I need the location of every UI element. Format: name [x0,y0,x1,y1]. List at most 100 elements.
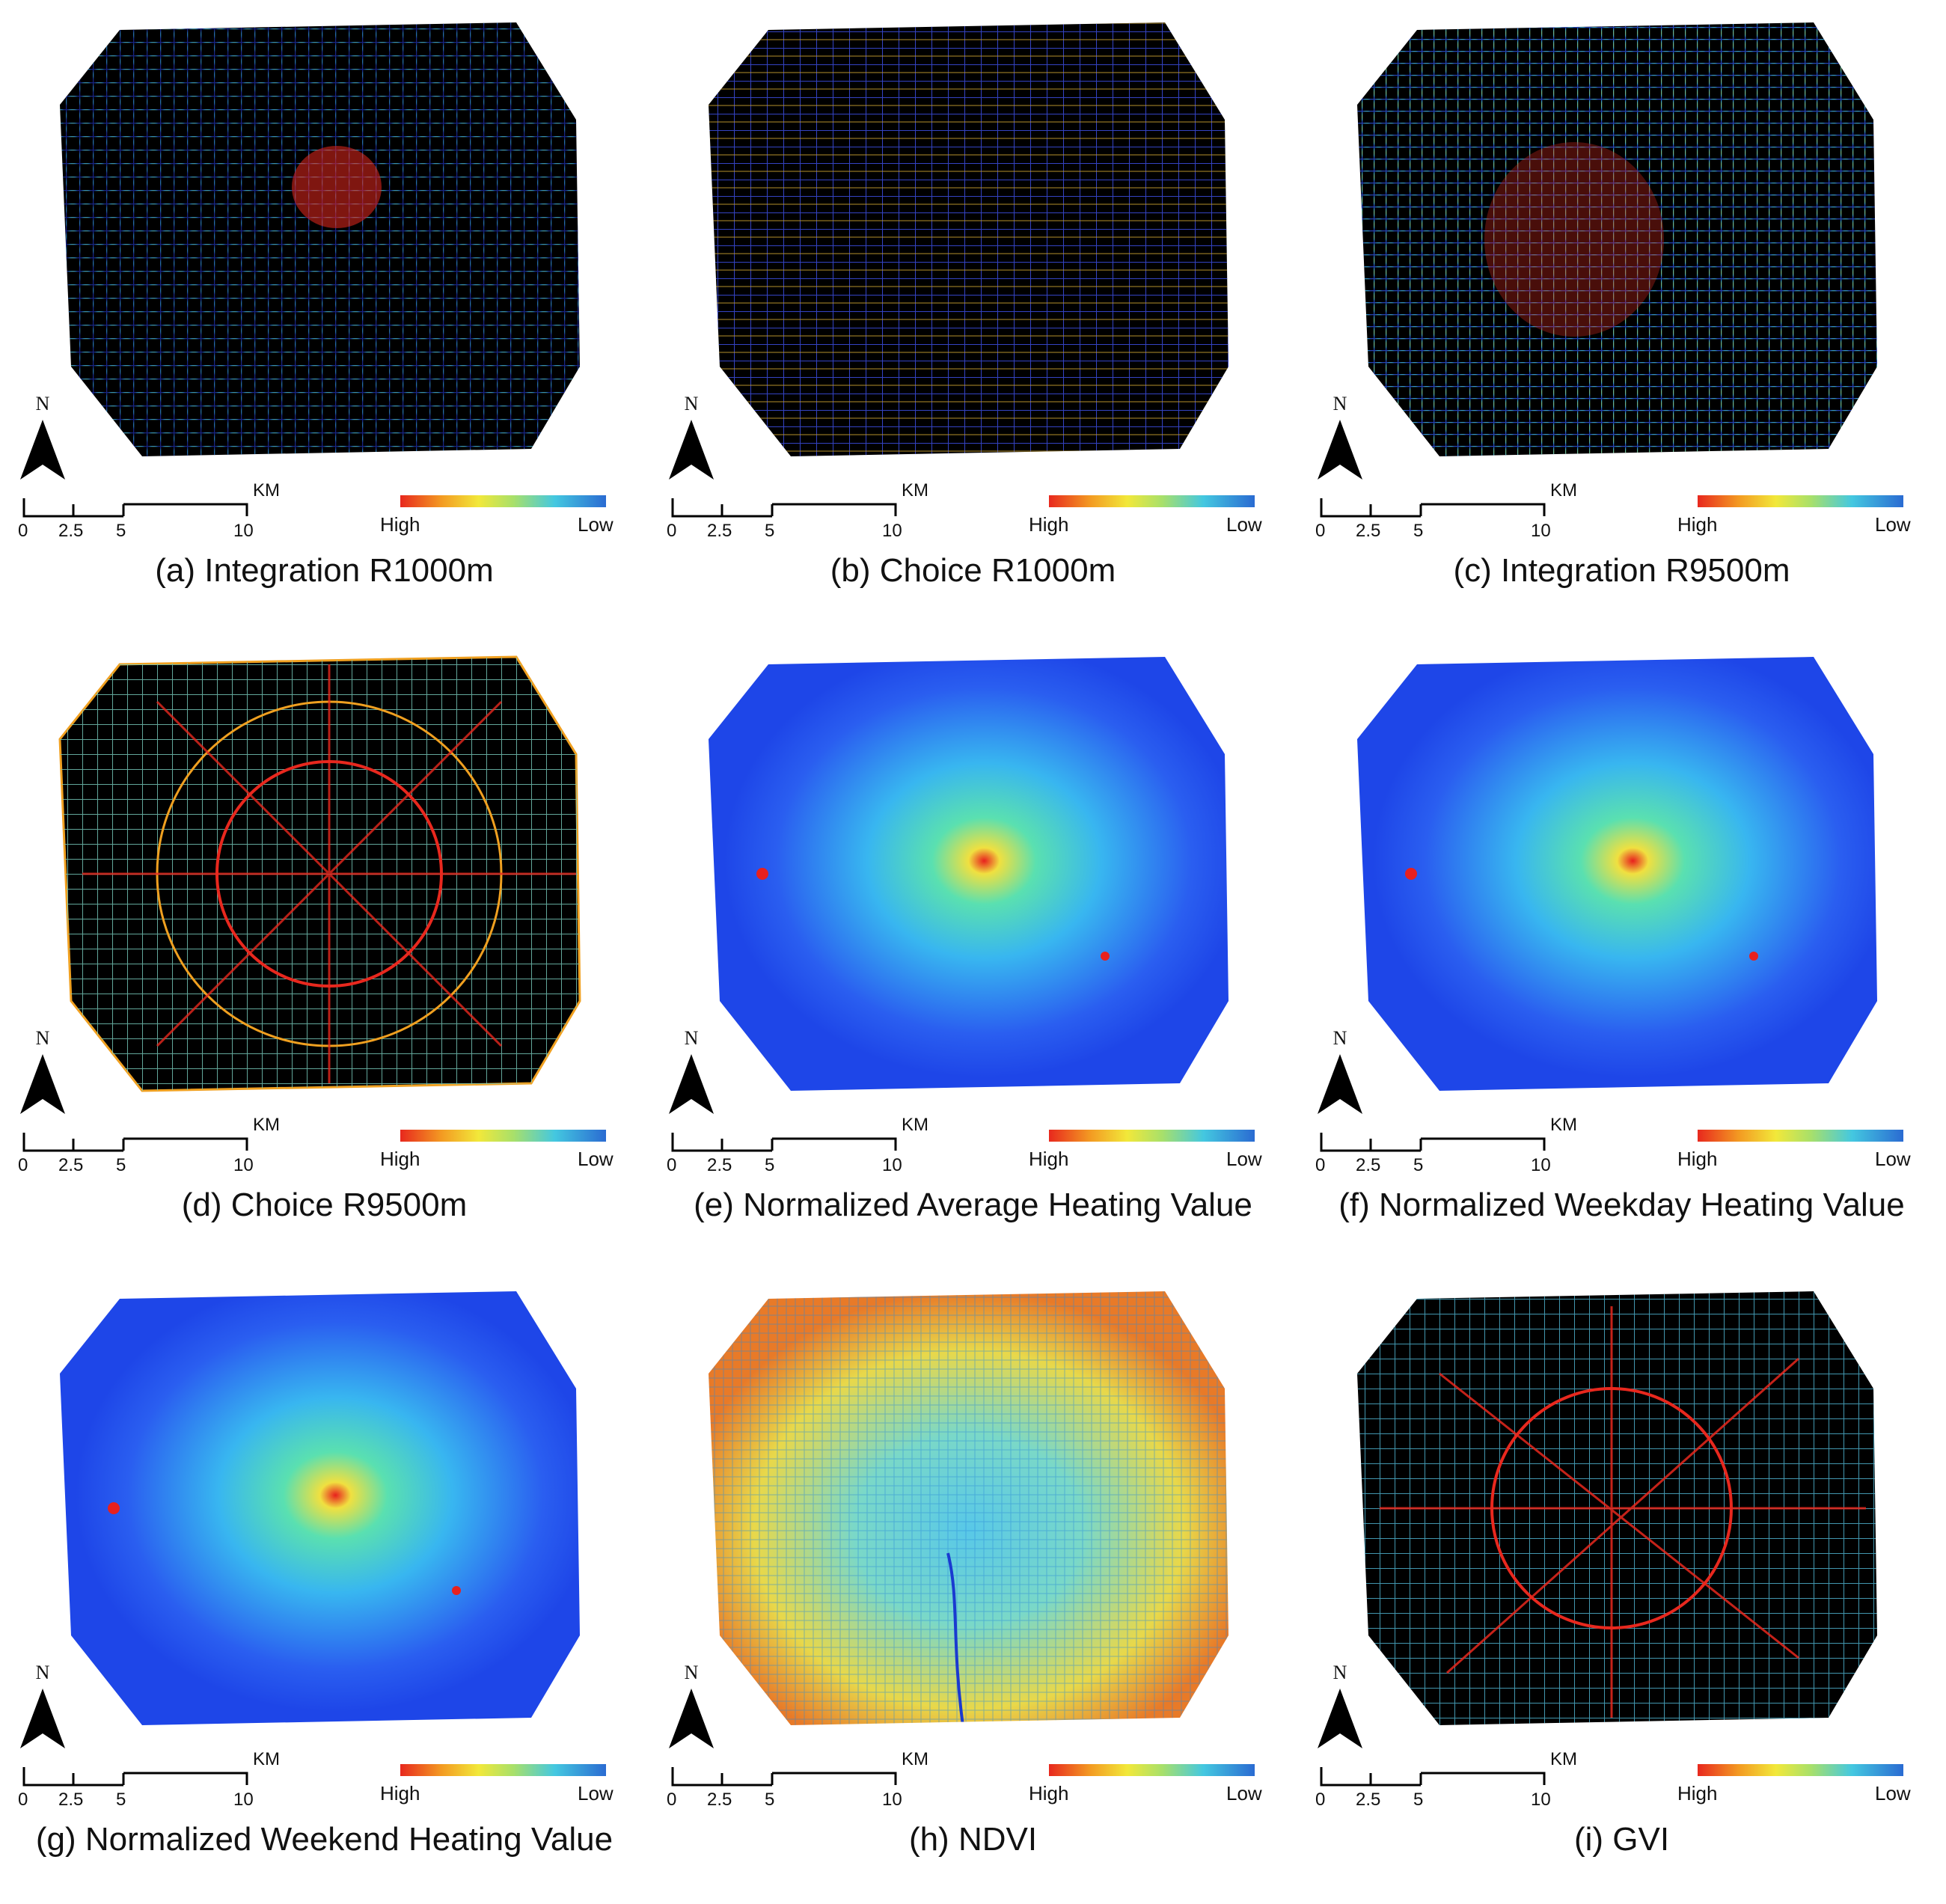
scale-tick: 0 [18,1790,28,1810]
scale-tick: 0 [1315,521,1326,541]
scale-tick: 0 [1315,1155,1326,1175]
scale-unit: KM [902,1115,928,1135]
legend-low: Low [578,1148,614,1170]
heat-map [1357,657,1877,1091]
color-ramp [1698,1764,1903,1776]
scale-tick: 0 [667,1155,677,1175]
north-arrow: N [665,1662,717,1752]
north-label: N [35,1027,50,1049]
north-arrow-icon [1318,420,1362,480]
panel-caption: (h) NDVI [908,1821,1038,1858]
north-label: N [35,1662,50,1683]
legend-high: High [380,513,420,536]
street-network-map [709,22,1229,456]
scale-bar: KM 0 2.5 5 10 [667,1115,955,1175]
north-arrow-icon [669,420,714,480]
scale-tick: 2.5 [58,521,84,541]
scale-tick: 2.5 [1356,1155,1381,1175]
scale-tick: 5 [765,1790,775,1810]
scale-tick: 5 [116,1790,126,1810]
scale-tick: 2.5 [1356,1790,1381,1810]
scale-tick: 2.5 [707,521,732,541]
scale-bar-icon [22,1133,248,1152]
north-arrow: N [1314,1027,1366,1118]
color-ramp [400,495,606,507]
scale-bar-icon [22,1767,248,1787]
map-panel-b: N KM 0 2.5 5 10 High Low (b) Choice R100… [649,0,1297,634]
street-network-map [1357,1291,1877,1725]
north-arrow-icon [669,1689,714,1748]
north-arrow: N [665,1027,717,1118]
legend-low: Low [1226,513,1262,536]
scale-tick: 10 [233,521,254,541]
legend-low: Low [578,513,614,536]
street-network-map [1357,22,1877,456]
scale-tick: 0 [667,1790,677,1810]
north-arrow-icon [20,420,65,480]
legend-low: Low [578,1782,614,1804]
north-label: N [1332,1662,1347,1683]
north-arrow-icon [669,1054,714,1114]
legend-high: High [1029,1782,1069,1804]
color-ramp [1049,1130,1255,1142]
color-legend: High Low [1008,1130,1262,1182]
north-arrow: N [665,393,717,483]
scale-bar-icon [1320,498,1546,518]
scale-unit: KM [253,1115,280,1135]
legend-high: High [1677,513,1718,536]
legend-high: High [380,1148,420,1170]
legend-high: High [1029,513,1069,536]
scale-bar-icon [1320,1133,1546,1152]
north-arrow: N [1314,1662,1366,1752]
scale-tick: 0 [667,521,677,541]
scale-tick: 10 [233,1155,254,1175]
legend-low: Low [1875,1148,1911,1170]
color-legend: High Low [1656,1130,1911,1182]
color-legend: High Low [359,1764,614,1816]
legend-high: High [1677,1148,1718,1170]
color-ramp [1049,495,1255,507]
street-network-map [60,22,580,456]
legend-high: High [1677,1782,1718,1804]
scale-tick: 5 [116,521,126,541]
color-legend: High Low [1656,495,1911,548]
color-legend: High Low [1008,495,1262,548]
scale-bar: KM 0 2.5 5 10 [1315,1115,1604,1175]
north-label: N [35,393,50,414]
scale-bar-icon [1320,1767,1546,1787]
north-label: N [1332,1027,1347,1049]
scale-tick: 10 [1531,1790,1551,1810]
scale-tick: 2.5 [58,1155,84,1175]
scale-tick: 5 [1413,1155,1424,1175]
legend-low: Low [1226,1782,1262,1804]
scale-tick: 10 [233,1790,254,1810]
legend-high: High [1029,1148,1069,1170]
scale-bar: KM 0 2.5 5 10 [667,480,955,541]
map-panel-d: N KM 0 2.5 5 10 High Low (d) Choice R950… [0,634,649,1269]
panel-caption: (f) Normalized Weekday Heating Value [1338,1187,1905,1223]
scale-tick: 10 [1531,521,1551,541]
scale-bar: KM 0 2.5 5 10 [18,1749,307,1810]
ndvi-raster-map [709,1291,1229,1725]
scale-tick: 5 [765,1155,775,1175]
color-ramp [400,1130,606,1142]
north-label: N [684,1027,699,1049]
color-legend: High Low [1008,1764,1262,1816]
north-arrow: N [16,393,69,483]
map-panel-g: N KM 0 2.5 5 10 High Low (g) Normalized … [0,1269,649,1903]
scale-tick: 5 [1413,1790,1424,1810]
legend-high: High [380,1782,420,1804]
north-label: N [1332,393,1347,414]
panel-caption: (i) GVI [1573,1821,1670,1858]
north-label: N [684,393,699,414]
scale-tick: 0 [1315,1790,1326,1810]
scale-tick: 0 [18,1155,28,1175]
map-panel-f: N KM 0 2.5 5 10 High Low (f) Normalized … [1297,634,1946,1269]
scale-unit: KM [253,480,280,501]
color-ramp [1698,495,1903,507]
legend-low: Low [1875,513,1911,536]
color-legend: High Low [359,495,614,548]
map-panel-a: N KM 0 2.5 5 10 High Low (a) Integration… [0,0,649,634]
panel-caption: (b) Choice R1000m [830,552,1116,589]
north-arrow-icon [1318,1054,1362,1114]
